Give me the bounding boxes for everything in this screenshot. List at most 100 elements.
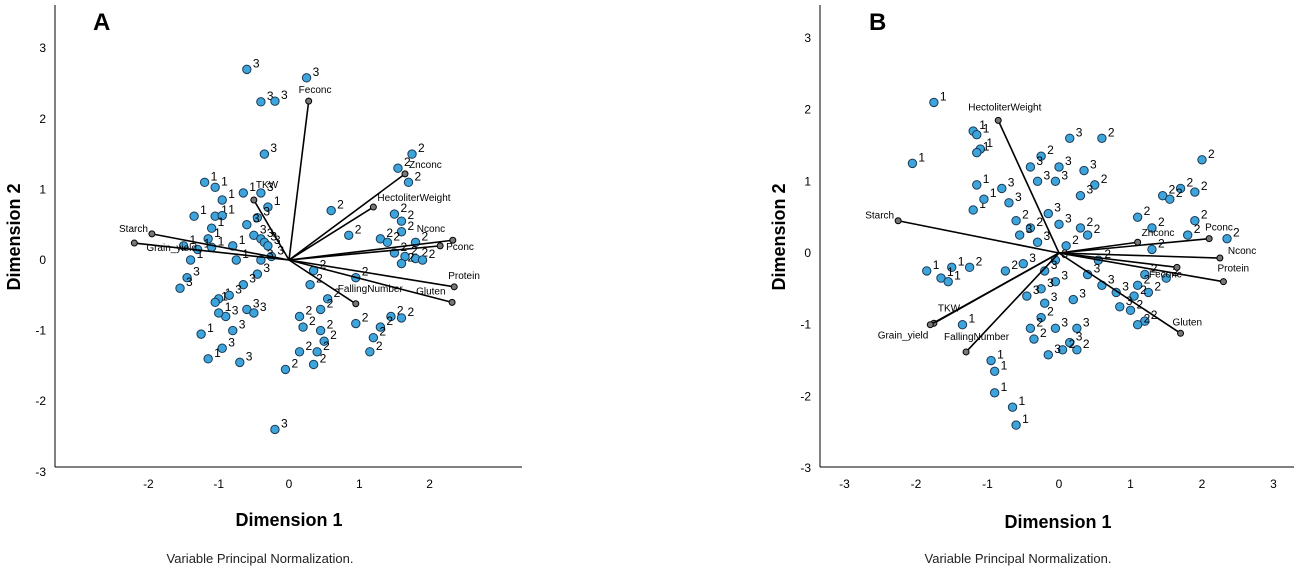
panel-b-point-label: 2 <box>1036 315 1043 329</box>
panel-a-data-point <box>270 96 280 106</box>
panel-b-data-point <box>1140 269 1150 280</box>
panel-a-data-point <box>298 322 308 332</box>
panel-b-vector-line <box>1058 252 1181 334</box>
panel-a-point-label: 2 <box>407 305 414 319</box>
panel-a-point-label: 2 <box>397 303 404 317</box>
panel-b-normalization-note: Variable Principal Normalization. <box>925 551 1112 566</box>
panel-b-x-tick-label: -1 <box>982 477 993 491</box>
panel-a-point-label: 2 <box>407 251 414 265</box>
panel-b-data-point <box>1065 337 1075 348</box>
panel-a-y-tick-label: -3 <box>35 465 46 479</box>
panel-b-vector-line <box>1058 252 1178 269</box>
panel-a-data-point <box>189 211 199 221</box>
panel-a-x-tick-label: -1 <box>213 477 224 491</box>
panel-a-vector-end <box>130 239 138 247</box>
panel-a-data-point <box>199 177 210 188</box>
panel-a-data-point <box>242 220 252 230</box>
panel-a-label: A <box>93 9 110 36</box>
panel-a-vector-end <box>250 196 258 204</box>
panel-a-vector-label: FallingNumber <box>338 284 404 295</box>
panel-a-data-point <box>322 294 333 304</box>
panel-b-y-tick-label: 0 <box>804 246 811 260</box>
panel-a-data-point <box>263 202 273 212</box>
panel-b-data-point <box>1075 190 1086 201</box>
panel-a-data-point <box>365 347 375 357</box>
panel-b-data-point <box>1183 230 1193 240</box>
panel-b-vector-end <box>1205 235 1213 243</box>
panel-b-data-point <box>1043 208 1053 219</box>
panel-b-vector-end <box>962 348 970 356</box>
panel-a-vector-line <box>288 101 310 261</box>
panel-b-data-point <box>1061 241 1071 251</box>
panel-b-vector-end <box>1216 254 1224 262</box>
panel-b-point-label: 2 <box>1140 283 1147 297</box>
panel-b-x-tick-label: 0 <box>1056 477 1063 491</box>
panel-b-point-label: 1 <box>958 254 965 268</box>
panel-a-vector-label: Nconc <box>417 224 445 235</box>
panel-a-data-point <box>315 325 326 336</box>
panel-b-point-label: 2 <box>1036 215 1043 229</box>
panel-b-point-label: 1 <box>983 172 990 186</box>
panel-a-data-point <box>242 64 252 75</box>
panel-b-data-point <box>1050 276 1061 287</box>
panel-b-data-point <box>1000 266 1011 276</box>
panel-b-point-label: 1 <box>1019 394 1026 408</box>
panel-a-point-label: 1 <box>218 234 225 248</box>
panel-b-vector-end <box>994 116 1002 124</box>
panel-a-point-label: 2 <box>291 356 298 370</box>
panel-a-point-label: 2 <box>327 318 334 332</box>
panel-b-point-label: 3 <box>1051 290 1058 304</box>
panel-b-point-label: 2 <box>1011 258 1018 272</box>
panel-a-point-label: 3 <box>235 282 242 296</box>
panel-b-point-label: 2 <box>1108 125 1115 139</box>
panel-a-point-label: 2 <box>407 208 414 222</box>
panel-a-point-label: 3 <box>260 300 267 314</box>
panel-b-point-label: 3 <box>1033 283 1040 297</box>
panel-b-data-point <box>1025 162 1036 172</box>
panel-a-data-point <box>256 97 266 107</box>
panel-b-point-label: 3 <box>1108 272 1115 286</box>
panel-a-point-label: 2 <box>400 201 407 215</box>
panel-a-point-label: 2 <box>362 311 369 325</box>
panel-b-data-point <box>1050 176 1061 187</box>
panel-b-data-point <box>922 266 932 276</box>
panel-b-vector-label: HectoliterWeight <box>968 102 1041 113</box>
panel-b-point-label: 1 <box>986 136 993 150</box>
panel-b-y-tick-label: -2 <box>800 389 811 403</box>
panel-b-vector-line <box>1058 237 1210 254</box>
panel-a-data-point <box>315 304 326 315</box>
panel-a-point-label: 2 <box>337 198 344 212</box>
panel-a-point-label: 2 <box>411 243 418 257</box>
panel-b-y-tick-label: -3 <box>800 461 811 475</box>
panel-b-data-point <box>1050 323 1061 333</box>
panel-b-data-point <box>1043 350 1053 360</box>
panel-b-vector-line <box>929 252 1060 326</box>
panel-b-vector-label: Pconc <box>1205 223 1233 234</box>
panel-a-point-label: 3 <box>239 318 246 332</box>
panel-b-point-label: 3 <box>1044 168 1051 182</box>
panel-a-point-label: 1 <box>221 174 228 188</box>
panel-b-point-label: 1 <box>954 269 961 283</box>
panel-a-vector-label: Znconc <box>409 160 442 171</box>
panel-b-vector-line <box>897 219 1060 254</box>
panel-b-vector-label: TKW <box>938 303 961 314</box>
panel-b-data-point <box>1014 230 1025 240</box>
panel-b-point-label: 2 <box>1169 183 1176 197</box>
panel-b-point-label: 3 <box>1076 330 1083 344</box>
panel-b-point-label: 3 <box>1094 262 1101 276</box>
panel-b-vector-end <box>1173 263 1181 271</box>
panel-b-label: B <box>869 9 886 36</box>
panel-a-vector-end <box>448 298 456 306</box>
panel-a-point-label: 1 <box>214 346 221 360</box>
panel-b-data-point <box>1065 133 1075 143</box>
panel-b-vector-end <box>894 217 902 225</box>
panel-a-point-label: 3 <box>263 205 270 219</box>
panel-a-vector-end <box>305 97 313 105</box>
panel-a-point-label: 3 <box>249 272 256 286</box>
panel-b-vector-line <box>1058 241 1138 254</box>
panel-b-point-label: 2 <box>1144 272 1151 286</box>
panel-b-point-label: 2 <box>1094 222 1101 236</box>
panel-b-point-label: 2 <box>1176 186 1183 200</box>
panel-b-data-point <box>1115 302 1125 312</box>
panel-b-data-point <box>1147 244 1157 255</box>
